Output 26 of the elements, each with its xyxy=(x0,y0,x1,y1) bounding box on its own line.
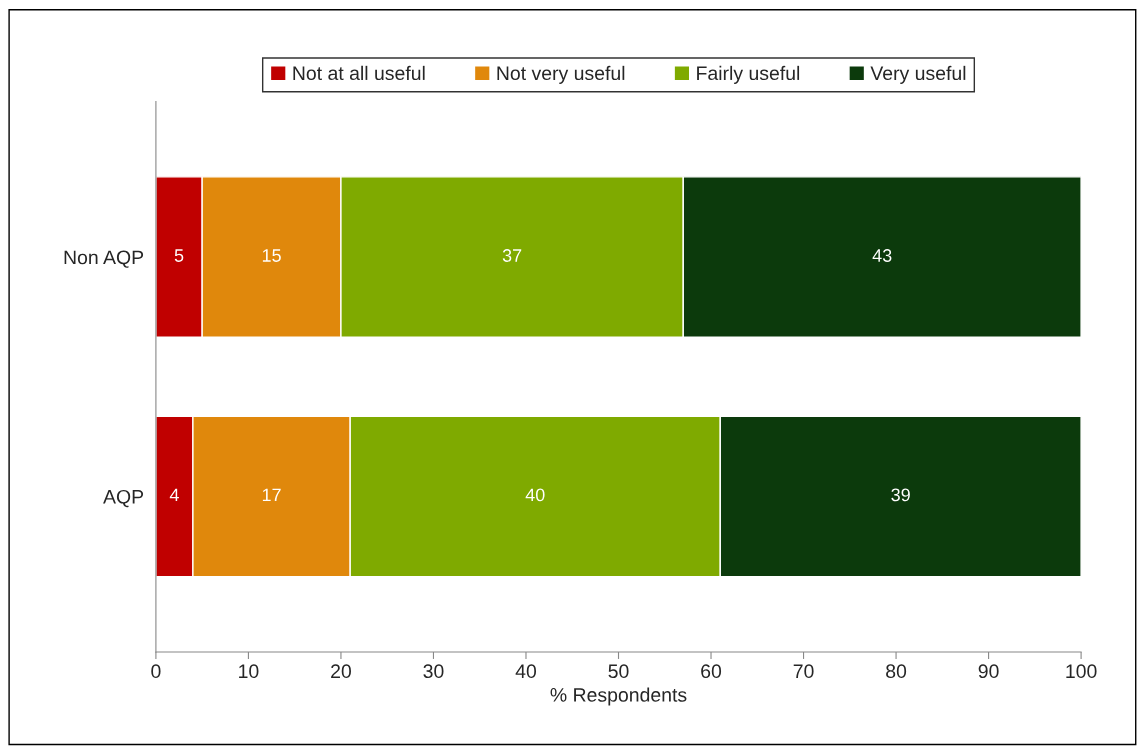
x-tick-label: 60 xyxy=(701,664,722,679)
data-label: 37 xyxy=(502,249,522,262)
x-tick-label: 70 xyxy=(793,664,814,679)
y-tick-label: AQP xyxy=(103,489,144,508)
x-tick-label: 20 xyxy=(331,664,351,679)
x-axis-title: % Respondents xyxy=(550,687,687,706)
x-tick-label: 30 xyxy=(423,664,444,679)
data-label: 43 xyxy=(872,249,892,262)
x-tick-label: 80 xyxy=(886,664,907,679)
x-tick-label: 90 xyxy=(978,664,999,679)
legend-label: Not at all useful xyxy=(293,65,425,81)
x-tick-label: 10 xyxy=(239,664,259,679)
legend-label: Fairly useful xyxy=(697,65,800,84)
data-label: 40 xyxy=(525,488,545,502)
data-label: 5 xyxy=(174,249,184,262)
data-label: 39 xyxy=(891,488,910,502)
y-tick-label: Non AQP xyxy=(64,250,144,268)
legend-label: Not very useful xyxy=(497,65,625,84)
data-label: 4 xyxy=(169,488,179,502)
x-tick-label: 0 xyxy=(151,664,161,679)
x-tick-label: 40 xyxy=(515,664,537,679)
legend-label: Very useful xyxy=(870,65,966,84)
data-label: 17 xyxy=(262,488,281,502)
x-tick-label: 100 xyxy=(1066,664,1097,679)
data-label: 15 xyxy=(262,249,281,262)
x-tick-label: 50 xyxy=(608,664,629,679)
